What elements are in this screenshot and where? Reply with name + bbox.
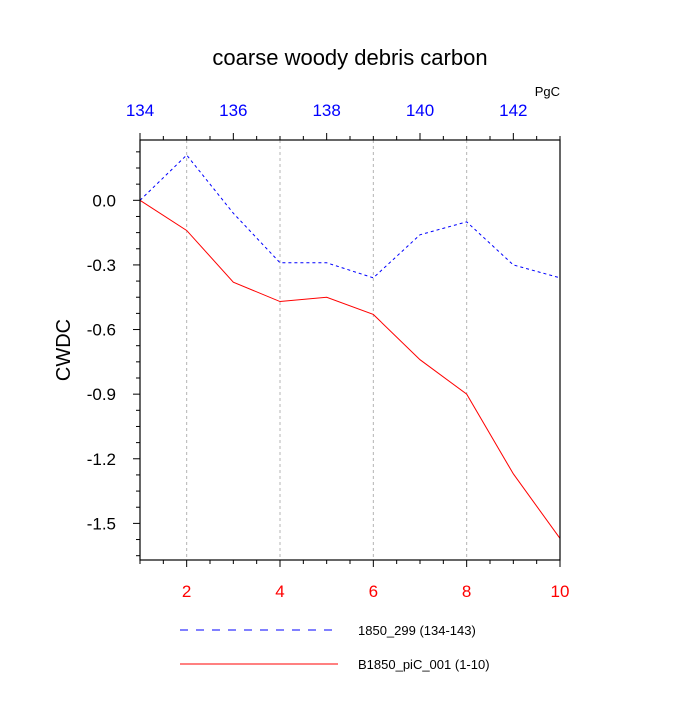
y-axis-tick-label: -0.9 [87,385,116,404]
top-axis-tick-label: 136 [219,101,247,120]
legend-label: B1850_piC_001 (1-10) [358,657,490,672]
bottom-axis-tick-label: 10 [551,582,570,601]
bottom-axis-tick-label: 2 [182,582,191,601]
y-axis-tick-label: 0.0 [92,191,116,210]
top-axis-tick-label: 138 [312,101,340,120]
y-axis-tick-label: -0.6 [87,321,116,340]
bottom-axis-tick-label: 4 [275,582,284,601]
y-axis-tick-label: -0.3 [87,256,116,275]
legend: 1850_299 (134-143) B1850_piC_001 (1-10) [180,623,490,672]
series-line [139,154,561,279]
bottom-axis-tick-label: 8 [462,582,471,601]
y-axis-tick-label: -1.5 [87,514,116,533]
series-lines [139,154,561,539]
y-axis-tick-label: -1.2 [87,450,116,469]
chart-title: coarse woody debris carbon [212,45,487,70]
grid-lines [186,140,468,560]
legend-label: 1850_299 (134-143) [358,623,476,638]
top-axis-unit-label: PgC [535,84,560,99]
y-axis-label: CWDC [53,319,75,381]
plot-area-frame [139,139,561,561]
top-axis-tick-label: 140 [406,101,434,120]
bottom-axis-tick-label: 6 [369,582,378,601]
top-axis-tick-label: 142 [499,101,527,120]
axes: 2 4 6 8 10 134 136 138 140 142 0.0 -0.3 -0.6 -0.9 -1.2… [87,101,570,601]
series-line [139,199,561,539]
top-axis-tick-label: 134 [126,101,154,120]
